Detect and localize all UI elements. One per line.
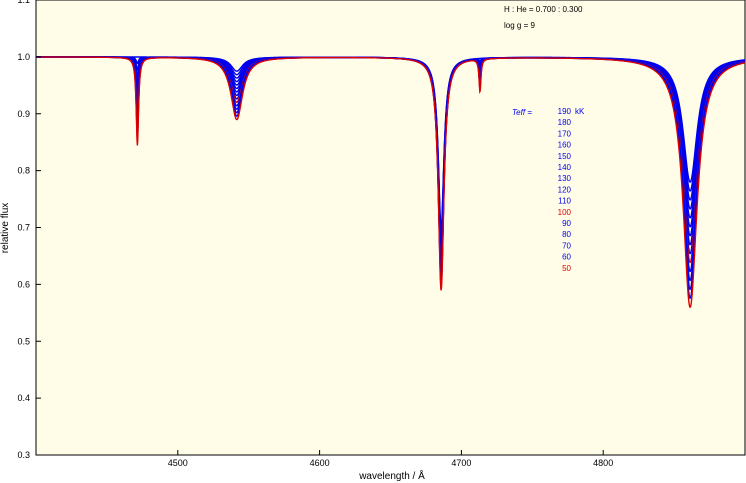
legend: 190 180 170 160 150 140 130 120 110 100 90 80 70 60 50: [558, 107, 572, 273]
legend-unit: kK: [575, 107, 585, 116]
y-tick-label-7: 1.0: [17, 52, 30, 62]
legend-entry-130: 130: [558, 174, 572, 183]
plot-area: [35, 0, 746, 456]
legend-entry-50: 50: [562, 264, 571, 273]
x-tick-label-3: 4800: [593, 458, 613, 468]
series-line-50: [36, 56, 746, 309]
legend-entry-80: 80: [562, 230, 571, 239]
y-axis-title: relative flux: [0, 203, 11, 254]
y-tick-label-1: 0.4: [17, 393, 30, 403]
legend-entry-180: 180: [558, 118, 572, 127]
legend-entry-140: 140: [558, 163, 572, 172]
x-tick-label-2: 4700: [451, 458, 471, 468]
y-tick-label-2: 0.5: [17, 336, 30, 346]
legend-entry-110: 110: [558, 197, 571, 206]
legend-entry-90: 90: [562, 219, 571, 228]
legend-entry-120: 120: [558, 185, 572, 194]
legend-entry-170: 170: [558, 129, 572, 138]
axis-ticks: 4500 4600 4700 4800 0.3 0.4 0.5 0.6 0.7 0.8 0.9 1.0…: [17, 0, 613, 468]
legend-entry-160: 160: [558, 141, 572, 150]
y-tick-label-5: 0.8: [17, 166, 30, 176]
legend-entry-100: 100: [558, 208, 572, 217]
legend-title: Teff =: [512, 108, 532, 117]
y-tick-label-0: 0.3: [17, 450, 30, 460]
y-tick-label-8: 1.1: [17, 0, 30, 5]
x-tick-label-1: 4600: [310, 458, 330, 468]
x-tick-label-0: 4500: [168, 458, 188, 468]
legend-entry-190: 190: [558, 107, 572, 116]
legend-entry-150: 150: [558, 152, 572, 161]
spectrum-lines: [35, 56, 746, 309]
legend-entry-60: 60: [562, 253, 571, 262]
x-axis-title: wavelength / Å: [358, 469, 425, 482]
y-tick-label-6: 0.9: [17, 109, 30, 119]
y-tick-label-3: 0.6: [17, 279, 30, 289]
gravity-annotation: log g = 9: [504, 21, 535, 30]
legend-entry-70: 70: [562, 241, 571, 250]
composition-annotation: H : He = 0.700 : 0.300: [504, 5, 583, 14]
y-tick-label-4: 0.7: [17, 223, 30, 233]
